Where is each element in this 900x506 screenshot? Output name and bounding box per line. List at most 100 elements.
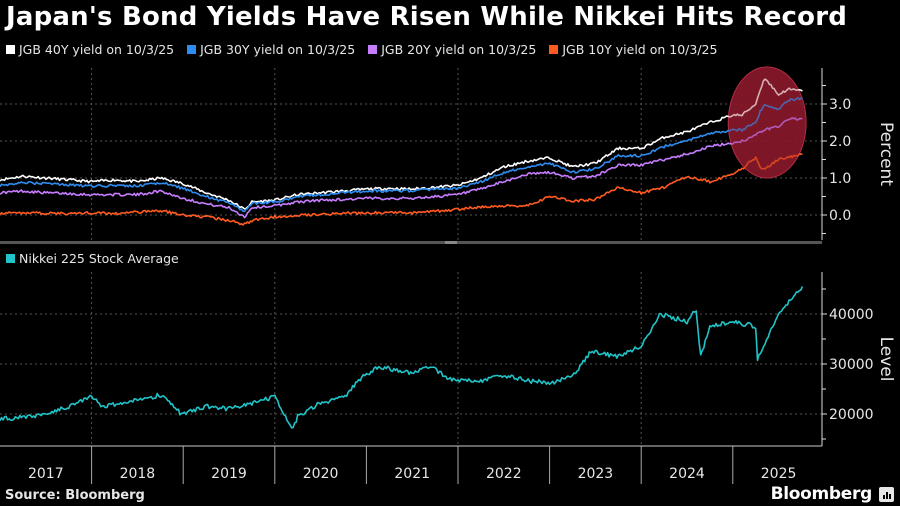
data-point — [343, 199, 345, 201]
legend-swatch — [6, 45, 15, 54]
data-point — [618, 186, 620, 188]
data-point — [618, 164, 620, 166]
data-point — [572, 200, 574, 202]
data-point — [549, 382, 551, 384]
data-point — [457, 209, 459, 211]
data-point — [366, 188, 368, 190]
legend-swatch — [368, 45, 378, 54]
legend-label: JGB 40Y yield on 10/3/25 — [19, 42, 175, 57]
data-point — [700, 356, 702, 358]
data-point — [732, 321, 734, 323]
data-point — [434, 196, 436, 198]
yields-panel: 0.0 1.0 2.0 3.0 Percent — [0, 66, 896, 240]
y-tick-label: 40000 — [829, 307, 874, 323]
data-point — [503, 166, 505, 168]
data-point — [114, 179, 116, 181]
data-point — [595, 162, 597, 164]
data-point — [22, 190, 24, 192]
data-point — [68, 193, 70, 195]
legend-item: JGB 40Y yield on 10/3/25 — [6, 42, 174, 57]
data-point — [709, 122, 711, 124]
data-point — [251, 207, 253, 209]
data-point — [274, 216, 276, 218]
data-point — [572, 177, 574, 179]
data-point — [595, 175, 597, 177]
data-point — [274, 201, 276, 203]
data-point — [434, 188, 436, 190]
data-point — [457, 188, 459, 190]
data-point — [618, 356, 620, 358]
data-point — [91, 194, 93, 196]
data-point — [137, 400, 139, 402]
data-point — [45, 177, 47, 179]
series-line — [0, 78, 803, 210]
legend-swatch — [6, 254, 15, 263]
yields-legend: JGB 40Y yield on 10/3/25 JGB 30Y yield on… — [6, 42, 730, 57]
data-point — [778, 313, 780, 315]
data-point — [549, 162, 551, 164]
data-point — [100, 406, 102, 408]
data-point — [526, 205, 528, 207]
data-point — [22, 417, 24, 419]
data-point — [389, 211, 391, 213]
year-label: 2025 — [761, 466, 797, 482]
data-point — [160, 190, 162, 192]
data-point — [91, 395, 93, 397]
data-point — [297, 194, 299, 196]
data-point — [411, 198, 413, 200]
data-point — [741, 168, 743, 170]
data-point — [389, 190, 391, 192]
bloomberg-logo: Bloomberg — [770, 484, 873, 504]
data-point — [686, 153, 688, 155]
data-point — [503, 181, 505, 183]
y-axis-title: Percent — [876, 122, 896, 186]
data-point — [45, 212, 47, 214]
legend-swatch — [187, 45, 197, 54]
data-point — [366, 190, 368, 192]
legend-swatch — [549, 45, 559, 54]
data-point — [320, 199, 322, 201]
data-point — [182, 198, 184, 200]
data-point — [251, 203, 253, 205]
data-point — [595, 199, 597, 201]
data-point — [709, 133, 711, 135]
data-point — [480, 188, 482, 190]
data-point — [476, 381, 478, 383]
data-point — [549, 172, 551, 174]
y-axis-title: Level — [876, 337, 896, 382]
data-point — [457, 185, 459, 187]
data-point — [182, 214, 184, 216]
source-label: Source: Bloomberg — [5, 488, 145, 503]
data-point — [228, 207, 230, 209]
data-point — [251, 220, 253, 222]
data-point — [389, 188, 391, 190]
data-point — [45, 192, 47, 194]
data-point — [45, 413, 47, 415]
data-point — [572, 166, 574, 168]
data-point — [526, 161, 528, 163]
y-tick-label: 2.0 — [829, 134, 851, 150]
y-tick-label: 3.0 — [829, 97, 851, 113]
year-label: 2018 — [120, 466, 156, 482]
panel-separator-handle — [445, 241, 457, 244]
data-point — [503, 374, 505, 376]
series-line — [0, 116, 803, 219]
data-point — [663, 159, 665, 161]
data-point — [114, 185, 116, 187]
data-point — [137, 185, 139, 187]
data-point — [366, 212, 368, 214]
data-point — [663, 186, 665, 188]
data-point — [114, 403, 116, 405]
data-point — [91, 181, 93, 183]
data-point — [480, 177, 482, 179]
data-point — [411, 190, 413, 192]
data-point — [503, 172, 505, 174]
data-point — [757, 358, 759, 360]
data-point — [343, 192, 345, 194]
data-point — [686, 175, 688, 177]
year-label: 2022 — [486, 466, 522, 482]
legend-label: JGB 30Y yield on 10/3/25 — [200, 42, 356, 57]
data-point — [618, 148, 620, 150]
data-point — [182, 188, 184, 190]
